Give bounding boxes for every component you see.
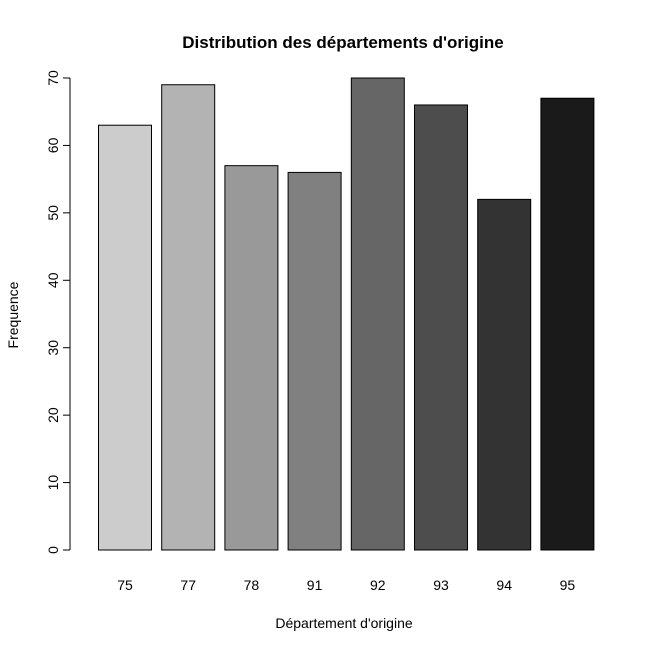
x-axis-label: Département d'origine <box>275 615 413 631</box>
y-tick-label: 30 <box>45 340 61 356</box>
y-tick-label: 20 <box>45 407 61 423</box>
y-tick-label: 60 <box>45 137 61 153</box>
x-tick-label: 77 <box>180 577 196 593</box>
x-tick-label: 95 <box>560 577 576 593</box>
x-tick-label: 94 <box>496 577 512 593</box>
y-tick-label: 70 <box>45 70 61 86</box>
bars <box>98 77 595 551</box>
x-tick-label: 93 <box>433 577 449 593</box>
bar-75 <box>98 124 152 551</box>
y-axis: 0 10 20 30 40 50 60 70 <box>45 70 71 554</box>
bar-78 <box>224 165 279 551</box>
y-tick-label: 10 <box>45 475 61 491</box>
y-tick-label: 0 <box>45 546 61 554</box>
chart-title: Distribution des départements d'origine <box>182 33 503 52</box>
bar-91 <box>287 171 342 551</box>
bar-94 <box>477 198 532 551</box>
bar-92 <box>350 77 405 551</box>
y-tick-label: 50 <box>45 205 61 221</box>
y-axis-label: Frequence <box>5 281 21 348</box>
bar-95 <box>540 97 595 551</box>
x-tick-labels: 75 77 78 91 92 93 94 95 <box>117 577 575 593</box>
bar-93 <box>414 104 468 551</box>
x-tick-label: 78 <box>244 577 260 593</box>
bar-77 <box>161 84 216 551</box>
x-tick-label: 91 <box>307 577 323 593</box>
x-tick-label: 92 <box>370 577 386 593</box>
y-tick-label: 40 <box>45 272 61 288</box>
x-tick-label: 75 <box>117 577 133 593</box>
